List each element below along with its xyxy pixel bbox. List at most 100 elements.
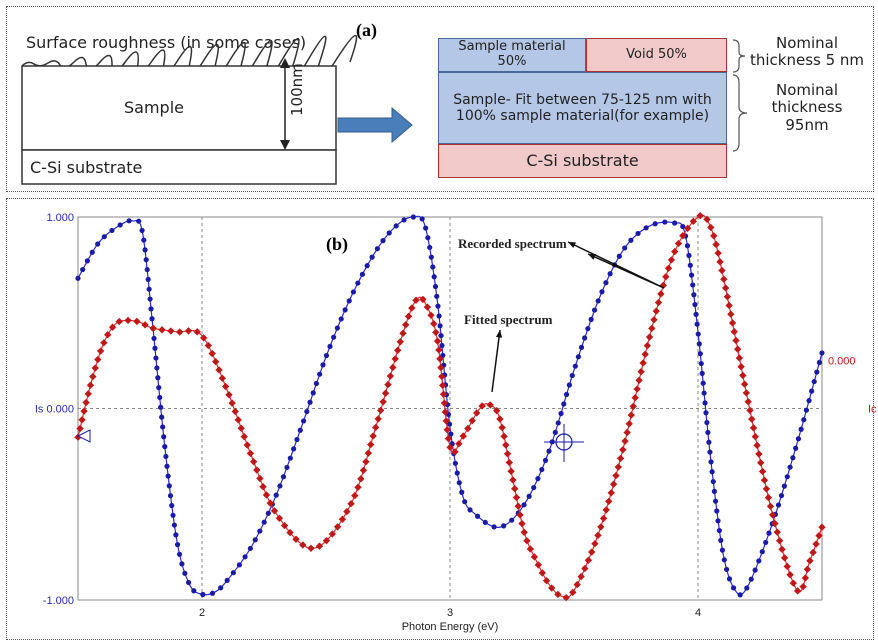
data-point	[538, 569, 546, 577]
data-point	[612, 471, 620, 480]
data-point	[218, 374, 227, 382]
data-point	[369, 254, 375, 260]
data-point	[473, 409, 481, 417]
data-point	[328, 530, 337, 538]
data-point	[752, 567, 758, 573]
data-point	[762, 485, 771, 493]
data-point	[492, 407, 501, 415]
data-point	[555, 420, 561, 426]
data-point	[209, 590, 216, 596]
data-point	[430, 320, 438, 328]
data-point	[697, 351, 703, 357]
data-point	[806, 398, 812, 404]
data-point	[100, 339, 108, 347]
data-point	[569, 372, 575, 379]
data-point	[212, 358, 220, 366]
data-point	[464, 424, 472, 433]
sample-fit-text: Sample- Fit between 75-125 nm with 100% …	[453, 91, 712, 124]
data-point	[338, 515, 347, 523]
data-point	[539, 466, 545, 473]
data-point	[455, 440, 463, 448]
data-point	[778, 545, 786, 553]
y-tick-label-left: 1.000	[46, 212, 74, 224]
data-point	[343, 507, 351, 516]
data-point	[684, 243, 691, 249]
data-point	[672, 220, 678, 226]
data-point	[625, 420, 633, 428]
data-point	[637, 367, 645, 376]
data-point	[684, 224, 692, 232]
data-point	[595, 298, 601, 304]
data-point	[790, 455, 796, 461]
data-point	[310, 390, 316, 396]
brace-95nm	[732, 74, 748, 152]
roughness-line	[21, 34, 358, 86]
data-point	[491, 524, 497, 530]
data-point	[616, 253, 622, 259]
data-point	[766, 502, 775, 510]
data-point	[228, 399, 236, 407]
data-point	[667, 256, 676, 264]
data-point	[253, 466, 261, 474]
data-point	[714, 249, 722, 257]
data-point	[614, 463, 622, 471]
data-point	[806, 557, 814, 565]
data-point	[393, 223, 399, 229]
data-point	[149, 324, 157, 332]
data-point	[707, 223, 715, 232]
data-point	[124, 316, 132, 325]
data-point	[563, 391, 570, 398]
data-point	[261, 519, 267, 525]
data-point	[84, 258, 90, 264]
data-point	[507, 467, 515, 475]
data-point	[428, 254, 434, 260]
data-point	[163, 453, 169, 460]
panel-a-frame	[6, 6, 874, 192]
data-point	[643, 225, 649, 231]
data-point	[534, 561, 543, 569]
data-point	[486, 401, 494, 409]
data-point	[629, 402, 637, 411]
data-point	[259, 483, 267, 491]
data-point	[404, 312, 413, 321]
data-point	[408, 304, 416, 312]
x-tick-label: 2	[199, 607, 205, 619]
data-point	[246, 449, 255, 458]
data-point	[133, 317, 141, 326]
data-point	[594, 531, 602, 540]
data-point	[174, 542, 181, 548]
left-stack-diagram	[21, 34, 748, 185]
data-point	[427, 244, 433, 251]
data-point	[581, 564, 589, 573]
data-point	[530, 553, 539, 561]
data-point	[371, 423, 380, 432]
data-point	[176, 328, 184, 336]
data-point	[704, 419, 710, 426]
sample-material-layer: Sample material 50%	[438, 38, 586, 72]
data-point	[237, 424, 245, 432]
data-point	[430, 264, 436, 270]
data-point	[331, 334, 337, 340]
data-point	[144, 266, 150, 273]
data-point	[456, 480, 462, 486]
data-point	[432, 283, 439, 290]
data-point	[801, 574, 810, 582]
data-point	[169, 502, 175, 509]
data-point	[748, 415, 756, 423]
data-point	[718, 266, 726, 275]
data-point	[441, 408, 449, 416]
data-point	[526, 545, 535, 553]
data-point	[496, 415, 504, 423]
data-point	[706, 439, 712, 445]
data-point	[512, 493, 521, 502]
data-point	[648, 324, 656, 333]
fitted-arrow-line-head	[495, 330, 503, 338]
data-point	[546, 448, 552, 454]
data-point	[231, 407, 239, 416]
data-point	[799, 582, 807, 591]
data-point	[262, 491, 271, 499]
data-point	[548, 584, 556, 592]
data-point	[151, 335, 157, 342]
data-point	[715, 518, 721, 524]
